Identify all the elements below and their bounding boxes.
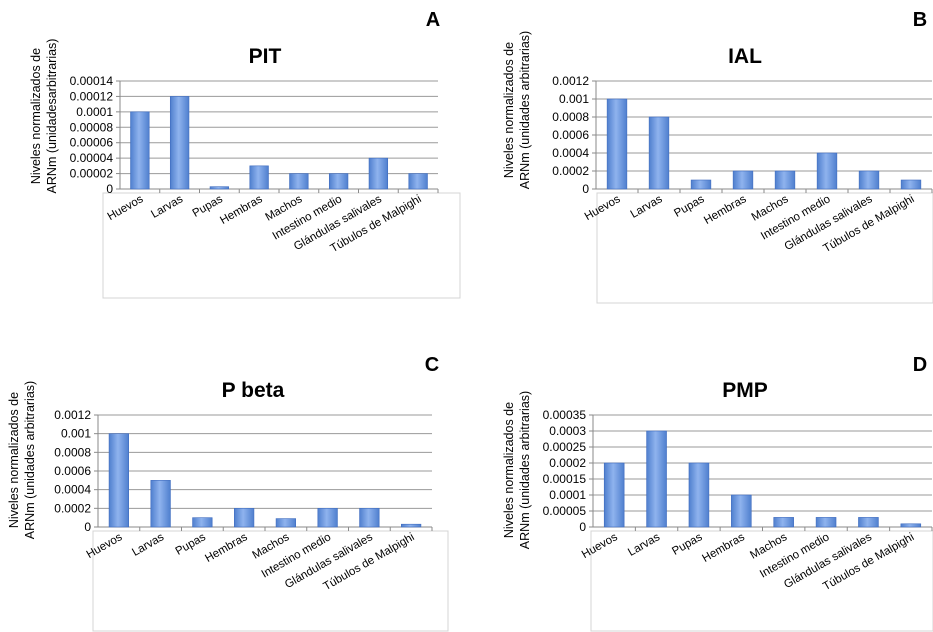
y-axis-label: Niveles normalizados de bbox=[7, 392, 21, 528]
bar bbox=[328, 173, 349, 190]
bar bbox=[688, 462, 710, 528]
bar bbox=[900, 179, 922, 190]
y-axis-label: ARNm (unidadesarbitrarias) bbox=[45, 39, 59, 194]
bar bbox=[368, 157, 389, 190]
y-tick-label: 0.0008 bbox=[552, 110, 589, 124]
y-tick-label: 0.0006 bbox=[54, 464, 91, 478]
y-tick-label: 0.00012 bbox=[70, 89, 114, 103]
y-tick-label: 0.0002 bbox=[54, 501, 91, 515]
bar bbox=[234, 508, 255, 528]
y-tick-label: 0.0004 bbox=[552, 146, 589, 160]
bar bbox=[603, 462, 625, 528]
bar bbox=[900, 523, 922, 528]
y-tick-label: 0.00015 bbox=[543, 472, 587, 486]
y-tick-label: 0.00006 bbox=[70, 136, 114, 150]
bar bbox=[249, 165, 269, 190]
bar bbox=[408, 173, 428, 190]
bar bbox=[209, 186, 230, 190]
bar bbox=[192, 517, 213, 528]
y-tick-label: 0.00008 bbox=[70, 120, 114, 134]
chart-title: IAL bbox=[728, 45, 762, 68]
chart-title: PIT bbox=[249, 45, 282, 68]
bar bbox=[275, 518, 296, 528]
y-tick-label: 0.00005 bbox=[543, 504, 587, 518]
y-tick-label: 0.0012 bbox=[552, 74, 589, 88]
chart-title: P beta bbox=[222, 379, 285, 402]
bar bbox=[606, 98, 628, 190]
bar bbox=[169, 96, 190, 190]
y-axis-label: ARNm (unidades arbitrarias) bbox=[518, 31, 532, 189]
bar bbox=[648, 116, 670, 190]
bar bbox=[317, 508, 338, 528]
y-tick-label: 0.0002 bbox=[552, 164, 589, 178]
y-axis-label: ARNm (unidades arbitrarias) bbox=[23, 381, 37, 539]
y-tick-label: 0.00002 bbox=[70, 167, 114, 181]
bar bbox=[774, 170, 796, 190]
y-axis-label: Niveles normalizados de bbox=[502, 402, 516, 538]
category-label-box bbox=[92, 530, 449, 632]
bar bbox=[359, 508, 380, 528]
y-tick-label: 0 bbox=[582, 182, 589, 196]
y-tick-label: 0.0004 bbox=[54, 483, 91, 497]
bar bbox=[150, 480, 171, 528]
y-axis-label: ARNm (unidades arbitrarias) bbox=[518, 391, 532, 549]
y-axis-label: Niveles normalizados de bbox=[502, 42, 516, 178]
panel-letter: D bbox=[913, 354, 927, 376]
y-tick-label: 0 bbox=[579, 520, 586, 534]
chart-panel-a: A PIT Niveles normalizados de ARNm (unidade… bbox=[29, 9, 461, 299]
category-label-box bbox=[590, 530, 933, 632]
y-tick-label: 0.0008 bbox=[54, 445, 91, 459]
bar bbox=[108, 433, 129, 528]
bar bbox=[815, 517, 837, 528]
bar bbox=[646, 430, 667, 528]
y-tick-label: 0.001 bbox=[61, 427, 91, 441]
y-tick-label: 0.001 bbox=[559, 92, 589, 106]
bar bbox=[773, 517, 794, 528]
bar bbox=[858, 517, 879, 528]
y-tick-label: 0.00004 bbox=[70, 151, 114, 165]
chart-panel-b: B IAL Niveles normalizados de ARNm (unidade… bbox=[502, 9, 933, 304]
category-label-box bbox=[596, 192, 933, 304]
chart-title: PMP bbox=[722, 379, 768, 402]
y-tick-label: 0.0003 bbox=[549, 424, 586, 438]
bar bbox=[731, 494, 752, 528]
bar bbox=[130, 111, 150, 190]
y-tick-label: 0 bbox=[84, 520, 91, 534]
chart-panel-d: D PMP Niveles normalizados de ARNm (unidade… bbox=[502, 354, 933, 632]
bar bbox=[289, 173, 309, 190]
bar bbox=[816, 152, 838, 190]
bar bbox=[401, 523, 422, 528]
category-label-box bbox=[102, 192, 461, 299]
bar bbox=[858, 170, 880, 190]
y-tick-label: 0.0012 bbox=[54, 408, 91, 422]
y-tick-label: 0.00014 bbox=[70, 74, 114, 88]
y-tick-label: 0 bbox=[106, 182, 113, 196]
bar bbox=[732, 170, 754, 190]
y-tick-label: 0.0001 bbox=[549, 488, 586, 502]
bar bbox=[690, 179, 712, 190]
panel-letter: B bbox=[913, 9, 927, 31]
panel-letter: C bbox=[425, 354, 439, 376]
y-tick-label: 0.0002 bbox=[549, 456, 586, 470]
y-tick-label: 0.00035 bbox=[543, 408, 587, 422]
y-tick-label: 0.0006 bbox=[552, 128, 589, 142]
panel-letter: A bbox=[426, 9, 440, 31]
chart-panel-c: C P beta Niveles normalizados de ARNm (unid… bbox=[7, 354, 449, 632]
y-axis-label: Niveles normalizados de bbox=[29, 48, 43, 184]
y-tick-label: 0.0001 bbox=[76, 105, 113, 119]
y-tick-label: 0.00025 bbox=[543, 440, 587, 454]
